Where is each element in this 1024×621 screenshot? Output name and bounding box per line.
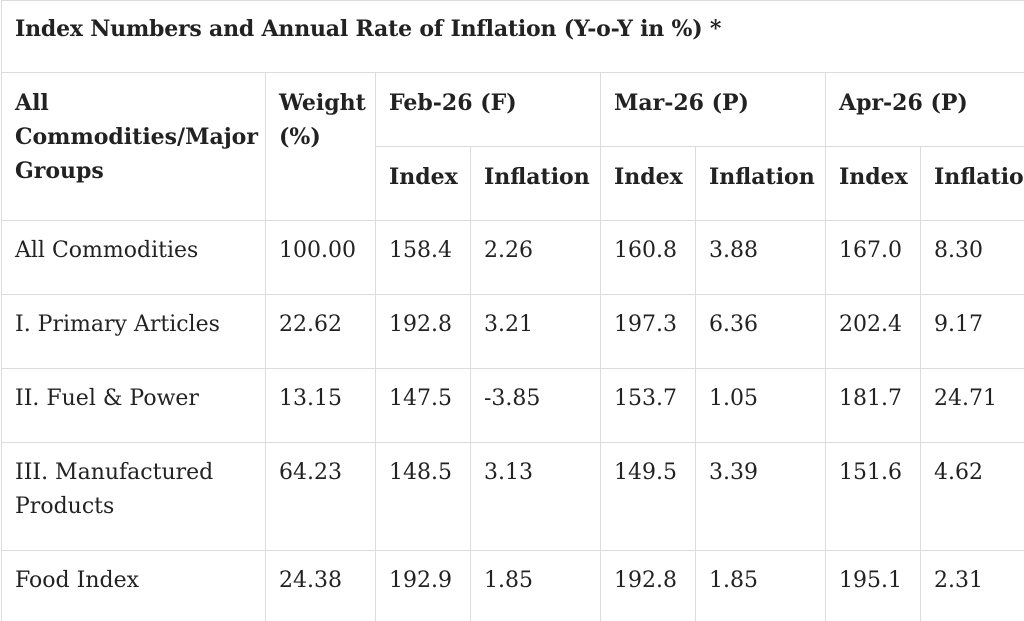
row-apr-inflation: 9.17 bbox=[919, 294, 1024, 369]
row-apr-index: 195.1 bbox=[825, 550, 921, 621]
row-mar-index: 149.5 bbox=[600, 442, 696, 551]
table-row: All Commodities 100.00 158.4 2.26 160.8 … bbox=[1, 220, 1024, 295]
header-period-apr: Apr-26 (P) bbox=[824, 72, 1024, 147]
row-feb-index: 192.9 bbox=[375, 550, 471, 621]
table-row: III. Manufactured Products 64.23 148.5 3.… bbox=[1, 442, 1024, 551]
row-feb-inflation: 1.85 bbox=[470, 550, 601, 621]
header-period-mar: Mar-26 (P) bbox=[600, 72, 826, 147]
row-mar-index: 197.3 bbox=[600, 294, 696, 369]
header-feb-index: Index bbox=[375, 146, 471, 221]
row-name: III. Manufactured Products bbox=[1, 442, 266, 551]
header-mar-index: Index bbox=[600, 146, 696, 221]
row-feb-inflation: 3.21 bbox=[470, 294, 601, 369]
row-feb-inflation: -3.85 bbox=[470, 368, 601, 443]
row-name: All Commodities bbox=[1, 220, 266, 295]
row-apr-inflation: 8.30 bbox=[919, 220, 1024, 295]
table-row: II. Fuel & Power 13.15 147.5 -3.85 153.7… bbox=[1, 368, 1024, 443]
row-name: Food Index bbox=[1, 550, 266, 621]
header-row-periods: All Commodities/Major Groups Weight (%) Feb… bbox=[1, 72, 1024, 221]
row-mar-inflation: 6.36 bbox=[695, 294, 826, 369]
header-mar-inflation: Inflation bbox=[695, 146, 826, 221]
header-apr-index: Index bbox=[825, 146, 921, 221]
row-mar-index: 160.8 bbox=[600, 220, 696, 295]
row-mar-index: 192.8 bbox=[600, 550, 696, 621]
row-weight: 13.15 bbox=[265, 368, 376, 443]
header-group-col: All Commodities/Major Groups bbox=[1, 72, 266, 221]
row-weight: 100.00 bbox=[265, 220, 376, 295]
title-row: Index Numbers and Annual Rate of Inflati… bbox=[0, 0, 1024, 73]
row-feb-inflation: 2.26 bbox=[470, 220, 601, 295]
row-mar-inflation: 1.05 bbox=[695, 368, 826, 443]
header-period-feb: Feb-26 (F) bbox=[375, 72, 601, 147]
header-feb-inflation: Inflation bbox=[470, 146, 601, 221]
table-title: Index Numbers and Annual Rate of Inflati… bbox=[0, 0, 1024, 73]
row-feb-index: 158.4 bbox=[375, 220, 471, 295]
row-apr-inflation: 24.71 bbox=[919, 368, 1024, 443]
row-name: II. Fuel & Power bbox=[1, 368, 266, 443]
table-row: Food Index 24.38 192.9 1.85 192.8 1.85 1… bbox=[1, 550, 1024, 621]
row-apr-index: 167.0 bbox=[825, 220, 921, 295]
header-weight-col: Weight (%) bbox=[265, 72, 376, 221]
row-apr-index: 181.7 bbox=[825, 368, 921, 443]
header-apr-inflation: Inflation bbox=[919, 146, 1024, 221]
row-weight: 22.62 bbox=[265, 294, 376, 369]
row-name: I. Primary Articles bbox=[1, 294, 266, 369]
row-mar-inflation: 1.85 bbox=[695, 550, 826, 621]
row-apr-inflation: 4.62 bbox=[919, 442, 1024, 551]
row-feb-inflation: 3.13 bbox=[470, 442, 601, 551]
row-feb-index: 147.5 bbox=[375, 368, 471, 443]
row-mar-index: 153.7 bbox=[600, 368, 696, 443]
row-apr-index: 202.4 bbox=[825, 294, 921, 369]
row-weight: 24.38 bbox=[265, 550, 376, 621]
row-mar-inflation: 3.88 bbox=[695, 220, 826, 295]
row-apr-index: 151.6 bbox=[825, 442, 921, 551]
row-mar-inflation: 3.39 bbox=[695, 442, 826, 551]
row-feb-index: 192.8 bbox=[375, 294, 471, 369]
row-weight: 64.23 bbox=[265, 442, 376, 551]
row-feb-index: 148.5 bbox=[375, 442, 471, 551]
table-row: I. Primary Articles 22.62 192.8 3.21 197… bbox=[1, 294, 1024, 369]
row-apr-inflation: 2.31 bbox=[919, 550, 1024, 621]
